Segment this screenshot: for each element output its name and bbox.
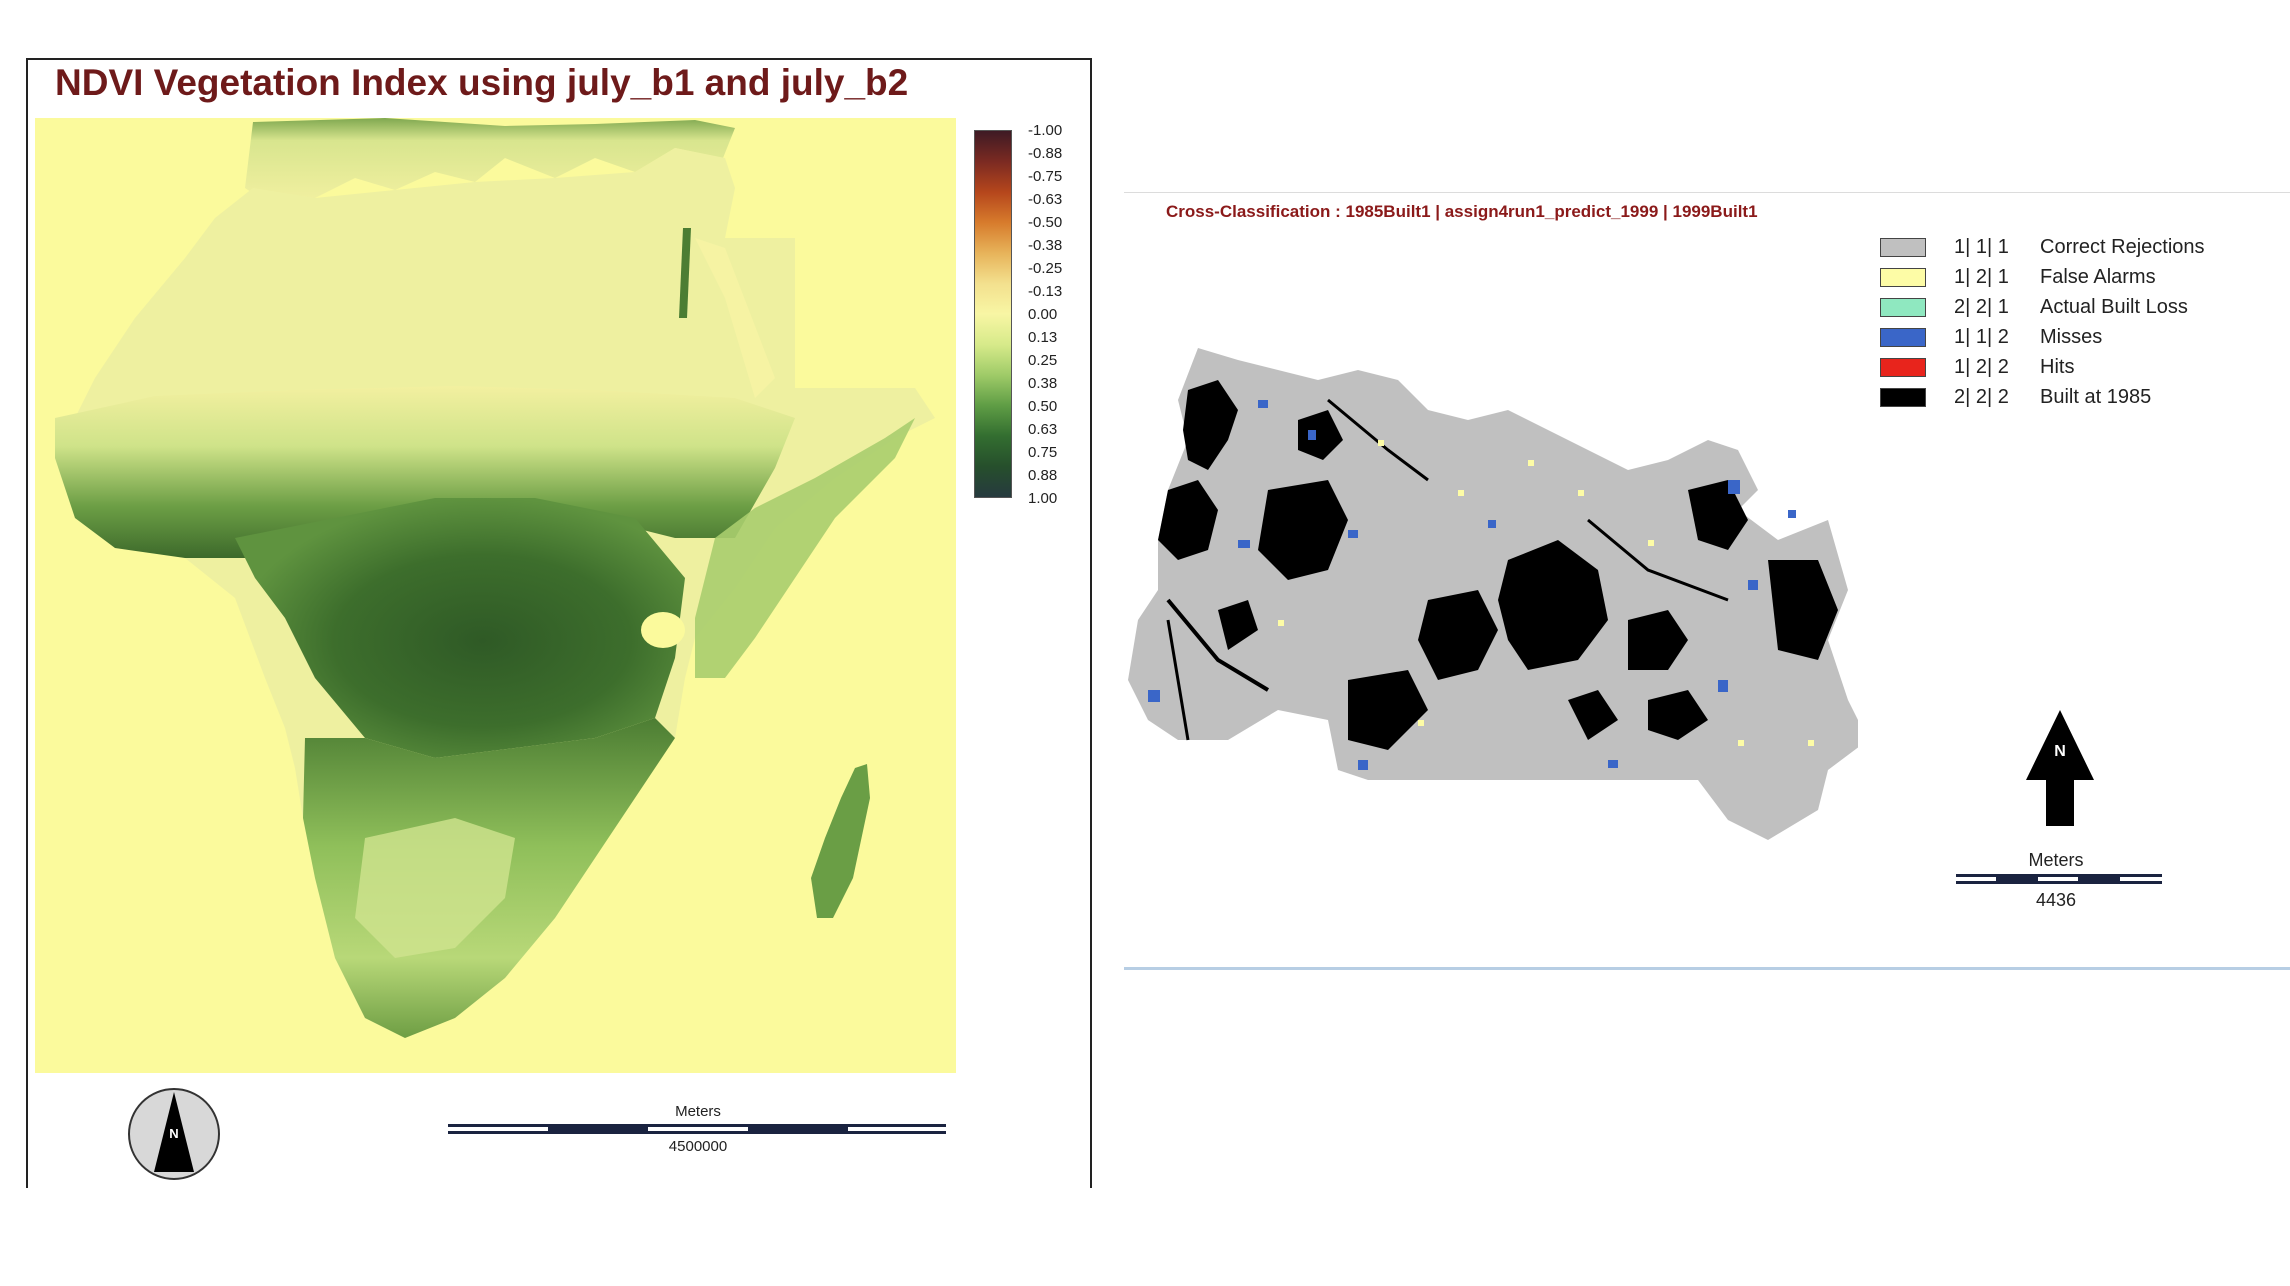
legend-swatch [1880, 268, 1926, 287]
cross-scale-value: 4436 [2035, 890, 2077, 910]
legend-swatch [1880, 358, 1926, 377]
legend-label: Actual Built Loss [2040, 296, 2188, 318]
ndvi-tick-label: -1.00 [1028, 122, 1063, 139]
cross-scale-bar [1956, 874, 2162, 884]
ndvi-tick-label: 0.25 [1028, 352, 1058, 369]
ndvi-tick-label: -0.50 [1028, 214, 1063, 231]
cross-class-title: Cross-Classification : 1985Built1 | assi… [1166, 202, 1758, 221]
legend-code: 2| 2| 2 [1954, 386, 2009, 408]
legend-swatch [1880, 238, 1926, 257]
ndvi-tick-label: -0.88 [1028, 145, 1063, 162]
ndvi-tick-label: 0.00 [1028, 306, 1058, 323]
legend-item: 1| 2| 1 False Alarms [1880, 266, 2280, 296]
cross-class-legend: 1| 1| 1 Correct Rejections 1| 2| 1 False… [1880, 236, 2280, 416]
ndvi-tick-label: 0.75 [1028, 444, 1058, 461]
legend-label: Hits [2040, 356, 2075, 378]
legend-item: 1| 2| 2 Hits [1880, 356, 2280, 386]
north-arrow-letter: N [2054, 743, 2066, 760]
legend-code: 1| 1| 2 [1954, 326, 2009, 348]
legend-code: 2| 2| 1 [1954, 296, 2009, 318]
ndvi-tick-label: -0.75 [1028, 168, 1063, 185]
north-arrow-icon: N [2026, 710, 2094, 826]
ndvi-map-frame [26, 58, 1092, 1188]
ndvi-africa-map [35, 118, 956, 1073]
ndvi-tick-label: -0.13 [1028, 283, 1063, 300]
svg-text:N: N [169, 1126, 178, 1141]
panel-divider-bottom [1124, 967, 2290, 970]
legend-label: Misses [2040, 326, 2103, 348]
legend-label: Built at 1985 [2040, 386, 2152, 408]
legend-item: 1| 1| 2 Misses [1880, 326, 2280, 356]
legend-label: False Alarms [2040, 266, 2156, 288]
legend-label: Correct Rejections [2040, 236, 2205, 258]
ndvi-tick-label: 0.50 [1028, 398, 1058, 415]
ndvi-color-ramp [974, 130, 1012, 498]
legend-item: 2| 2| 1 Actual Built Loss [1880, 296, 2280, 326]
ndvi-tick-label: 0.88 [1028, 467, 1058, 484]
ndvi-map-title: NDVI Vegetation Index using july_b1 and … [55, 62, 909, 103]
ndvi-tick-label: 0.38 [1028, 375, 1058, 392]
ndvi-tick-label: -0.63 [1028, 191, 1063, 208]
ndvi-tick-label: 0.63 [1028, 421, 1058, 438]
legend-item: 2| 2| 2 Built at 1985 [1880, 386, 2280, 416]
ndvi-tick-label: -0.25 [1028, 260, 1063, 277]
ndvi-tick-label: 0.13 [1028, 329, 1058, 346]
legend-item: 1| 1| 1 Correct Rejections [1880, 236, 2280, 266]
cross-classification-map [1128, 348, 1858, 840]
legend-swatch [1880, 388, 1926, 407]
legend-swatch [1880, 298, 1926, 317]
legend-code: 1| 2| 2 [1954, 356, 2009, 378]
panel-divider-top [1124, 192, 2290, 193]
ndvi-scale-units: Meters [675, 1103, 721, 1120]
legend-code: 1| 1| 1 [1954, 236, 2009, 258]
ndvi-tick-label: -0.38 [1028, 237, 1063, 254]
ndvi-tick-label: 1.00 [1028, 490, 1058, 507]
ndvi-scale-value: 4500000 [668, 1138, 728, 1155]
legend-swatch [1880, 328, 1926, 347]
north-arrow-circle-icon: N [128, 1088, 220, 1180]
legend-code: 1| 2| 1 [1954, 266, 2009, 288]
ndvi-scale-bar [448, 1124, 946, 1134]
cross-scale-units: Meters [2028, 850, 2084, 870]
